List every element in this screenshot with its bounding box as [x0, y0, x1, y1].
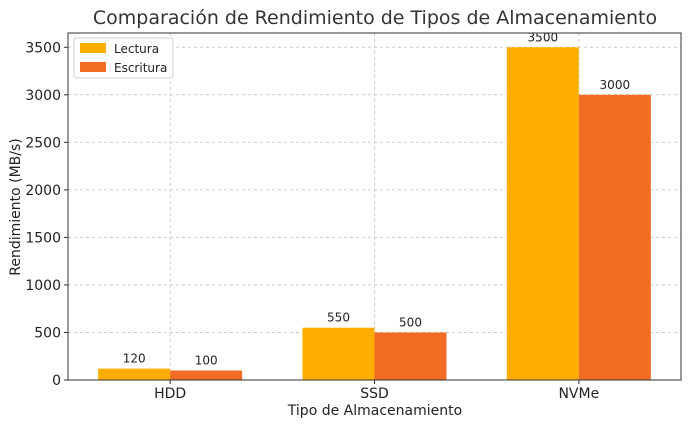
x-tick-label: SSD: [360, 386, 389, 402]
x-tick-label: NVMe: [558, 386, 599, 402]
data-label: 3500: [528, 30, 559, 44]
y-tick-label: 2500: [25, 135, 61, 151]
legend-swatch: [80, 43, 106, 53]
bar-lectura-hdd: [98, 368, 171, 380]
data-label: 100: [195, 353, 218, 367]
y-tick-label: 1000: [25, 278, 61, 294]
bars: [98, 47, 651, 380]
bar-lectura-ssd: [302, 327, 375, 380]
bar-lectura-nvme: [506, 47, 579, 380]
data-label: 500: [399, 315, 422, 329]
y-tick-label: 500: [34, 325, 61, 341]
y-tick-label: 3000: [25, 88, 61, 104]
y-tick-label: 2000: [25, 183, 61, 199]
bar-escritura-ssd: [374, 332, 447, 380]
x-tick-label: HDD: [154, 386, 186, 402]
y-tick-label: 3500: [25, 40, 61, 56]
legend-swatch: [80, 62, 106, 72]
legend-label: Lectura: [114, 42, 159, 56]
data-label: 120: [123, 352, 146, 366]
x-axis-label: Tipo de Almacenamiento: [287, 403, 462, 419]
bar-escritura-hdd: [170, 370, 243, 380]
legend: Lectura Escritura: [73, 37, 174, 79]
data-labels: 120 100 550 500 3500 3000: [123, 30, 630, 367]
x-axis-ticks: HDD SSD NVMe: [154, 380, 599, 402]
legend-label: Escritura: [114, 61, 167, 75]
data-label: 550: [327, 311, 350, 325]
chart-title: Comparación de Rendimiento de Tipos de A…: [93, 7, 657, 29]
bar-escritura-nvme: [578, 94, 651, 380]
y-tick-label: 0: [52, 373, 61, 389]
data-label: 3000: [600, 78, 631, 92]
y-axis-ticks: 0 500 1000 1500 2000 2500 3000 3500: [25, 40, 68, 389]
y-tick-label: 1500: [25, 230, 61, 246]
y-axis-label: Rendimiento (MB/s): [8, 138, 24, 276]
